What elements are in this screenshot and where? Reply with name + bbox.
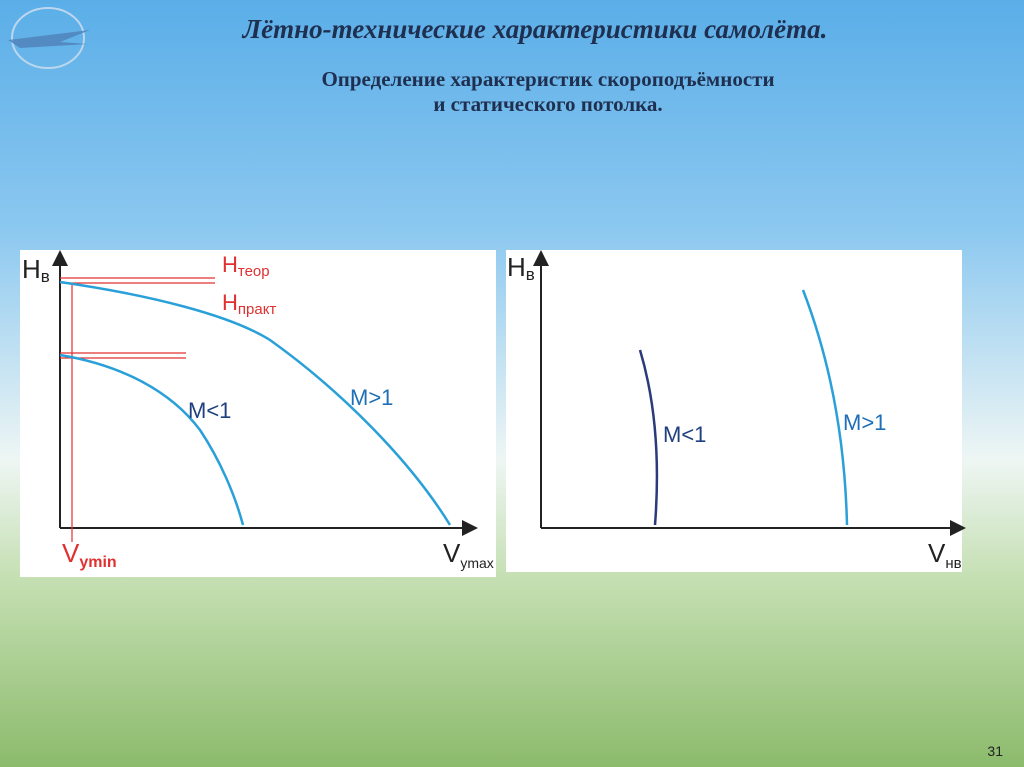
curve-m-gt-1 (59, 280, 452, 526)
x-start-label: Vymin (62, 538, 117, 571)
curve-m-lt-1 (59, 353, 245, 526)
y-axis-label: Hв (22, 254, 50, 286)
panel (506, 250, 962, 572)
left-diagram: Hв Hтеор Hпракт M<1 M>1 Vymin Vymax (20, 250, 496, 577)
curve-label: M>1 (843, 410, 886, 435)
title: Лётно-технические характеристики самолёт… (242, 14, 828, 44)
x-end-label: Vymax (443, 538, 494, 571)
y-axis-label: Hв (507, 252, 535, 284)
right-diagram: Hв M<1 M>1 Vнв (506, 250, 966, 572)
h-theor-label: Hтеор (222, 252, 270, 280)
curve-m-gt-1 (801, 289, 849, 526)
curve-label: M<1 (663, 422, 706, 447)
curve-m-lt-1 (638, 349, 659, 526)
page-number: 31 (987, 743, 1003, 759)
subtitle: Определение характеристик скороподъёмнос… (321, 67, 774, 91)
x-axis-label: Vнв (928, 538, 962, 572)
h-pract-label: Hпракт (222, 290, 276, 318)
subtitle: и статического потолка. (433, 92, 662, 116)
curve-label: M>1 (350, 385, 393, 410)
curve-label: M<1 (188, 398, 231, 423)
panel (20, 250, 496, 577)
logo (8, 7, 90, 69)
